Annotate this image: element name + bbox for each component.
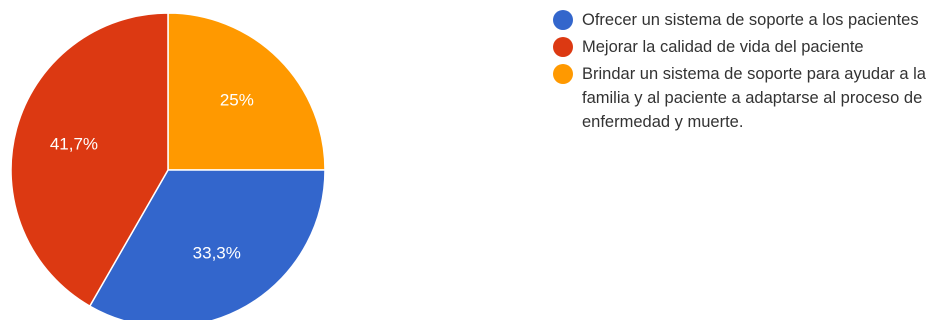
pie-slice-labels: 25% 33,3% 41,7% bbox=[50, 91, 254, 263]
legend-item-1[interactable]: Mejorar la calidad de vida del paciente bbox=[553, 35, 944, 59]
pie-slice-1[interactable] bbox=[10, 12, 169, 308]
legend-item-2[interactable]: Brindar un sistema de soporte para ayuda… bbox=[553, 62, 944, 134]
pie-slices bbox=[10, 12, 326, 320]
pie-slice-2[interactable] bbox=[167, 12, 326, 171]
pie-slice-label-2: 25% bbox=[220, 91, 254, 110]
pie-slice-label-1: 41,7% bbox=[50, 134, 98, 153]
legend-item-0[interactable]: Ofrecer un sistema de soporte a los paci… bbox=[553, 8, 944, 32]
legend-label-2: Brindar un sistema de soporte para ayuda… bbox=[582, 65, 926, 131]
legend-swatch-0 bbox=[553, 10, 573, 30]
legend-swatch-2 bbox=[553, 64, 573, 84]
chart-legend: Ofrecer un sistema de soporte a los paci… bbox=[553, 8, 944, 137]
pie-slice-0[interactable] bbox=[88, 169, 326, 320]
pie-slice-label-0: 33,3% bbox=[193, 244, 241, 263]
legend-swatch-1 bbox=[553, 37, 573, 57]
legend-label-1: Mejorar la calidad de vida del paciente bbox=[582, 38, 864, 56]
legend-label-0: Ofrecer un sistema de soporte a los paci… bbox=[582, 11, 919, 29]
